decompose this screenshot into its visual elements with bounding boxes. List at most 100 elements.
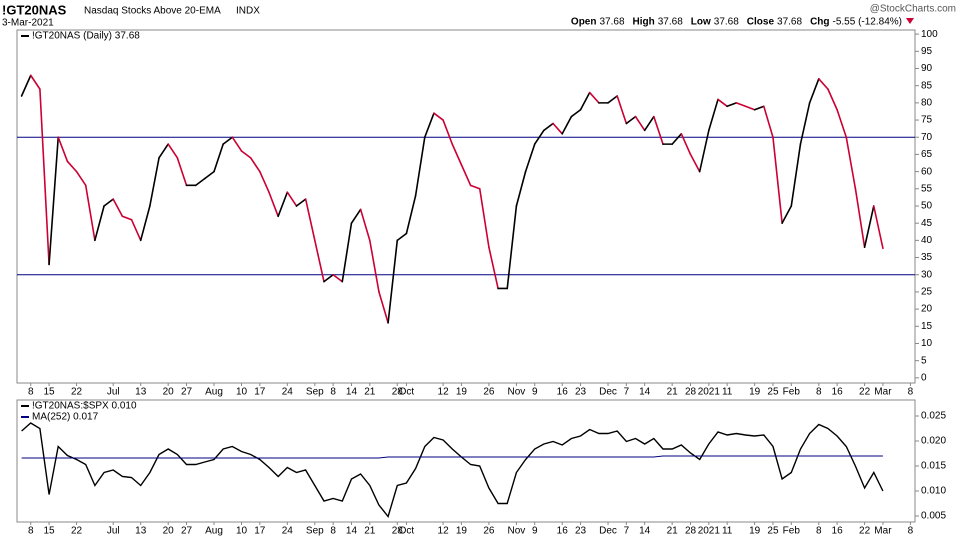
- x-tick-label: 11: [722, 526, 733, 537]
- line-segment: [240, 150, 252, 159]
- line-segment: [478, 187, 490, 249]
- x-tick-label: 22: [71, 526, 83, 537]
- panel-frame: [16, 399, 916, 523]
- x-tick-label: 19: [749, 387, 761, 398]
- line-segment: [103, 198, 115, 207]
- y-tick-label: 40: [921, 235, 933, 246]
- line-segment: [680, 133, 692, 156]
- x-tick-label: 11: [722, 387, 733, 398]
- line-segment: [579, 91, 591, 111]
- line-segment: [488, 246, 499, 290]
- line-segment: [845, 136, 857, 190]
- x-tick-label: 14: [639, 387, 651, 398]
- x-tick-label: 17: [254, 526, 266, 537]
- line-segment: [249, 157, 261, 173]
- line-segment: [350, 208, 362, 224]
- x-tick-label: 24: [282, 526, 294, 537]
- x-tick-label: 9: [532, 387, 538, 398]
- line-segment: [359, 208, 371, 242]
- line-segment: [268, 191, 279, 218]
- line-segment: [469, 184, 481, 190]
- x-tick-label: 7: [624, 387, 630, 398]
- line-segment: [423, 112, 435, 139]
- y-tick-label: 80: [921, 98, 933, 109]
- y-tick-label: 15: [921, 321, 933, 332]
- x-tick-label: Oct: [399, 526, 415, 537]
- x-tick-label: 16: [557, 387, 569, 398]
- quote-value: 37.68: [777, 17, 802, 28]
- line-segment: [790, 143, 802, 207]
- line-segment: [48, 136, 60, 266]
- x-tick-label: 23: [575, 526, 587, 537]
- y-tick-label: 55: [921, 183, 933, 194]
- y-tick-label: 85: [921, 80, 933, 91]
- line-segment: [836, 108, 848, 139]
- quote-label: Low: [691, 17, 711, 28]
- line-segment: [744, 105, 756, 111]
- line-segment: [506, 205, 518, 290]
- y-tick-label: 95: [921, 46, 933, 57]
- date: 3-Mar-2021: [2, 18, 54, 29]
- legend-label: !GT20NAS:$SPX 0.010: [32, 401, 137, 412]
- y-tick-label: 0.025: [921, 411, 946, 422]
- source: @StockCharts.com: [870, 4, 956, 15]
- x-tick-label: 8: [908, 526, 914, 537]
- line-segment: [259, 170, 270, 194]
- quote-label: Close: [747, 17, 775, 28]
- chg-arrow: [906, 18, 914, 24]
- line-segment: [588, 91, 600, 104]
- line-segment: [543, 122, 554, 132]
- quote-value: 37.68: [599, 17, 624, 28]
- line-segment: [57, 136, 69, 163]
- line-segment: [75, 170, 87, 187]
- line-segment: [295, 198, 307, 207]
- line-segment: [167, 143, 179, 159]
- x-tick-label: 13: [135, 387, 147, 398]
- x-tick-label: 21: [667, 526, 679, 537]
- line-segment: [286, 191, 298, 207]
- y-tick-label: 0.015: [921, 461, 946, 472]
- line-segment: [130, 218, 142, 242]
- x-tick-label: 9: [532, 526, 538, 537]
- line-segment: [20, 74, 32, 97]
- x-tick-label: 8: [28, 526, 34, 537]
- line-segment: [387, 239, 399, 324]
- line-segment: [194, 177, 206, 187]
- x-tick-label: 17: [254, 387, 266, 398]
- y-tick-label: 0.005: [921, 511, 946, 522]
- line-segment: [204, 170, 215, 180]
- series-line: [21, 422, 884, 518]
- x-tick-label: 24: [282, 387, 294, 398]
- line-segment: [451, 143, 463, 166]
- x-tick-label: 8: [28, 387, 34, 398]
- quote-label: Chg: [810, 17, 829, 28]
- x-tick-label: Mar: [874, 387, 892, 398]
- x-tick-label: 22: [859, 526, 871, 537]
- line-segment: [94, 205, 105, 242]
- y-tick-label: 0: [921, 372, 927, 383]
- legend-label: MA(252) 0.017: [32, 412, 99, 423]
- line-segment: [323, 273, 334, 283]
- x-tick-label: 16: [832, 526, 844, 537]
- x-tick-label: 28: [392, 387, 404, 398]
- line-segment: [368, 239, 380, 293]
- line-segment: [817, 78, 829, 90]
- x-tick-label: 14: [346, 526, 358, 537]
- line-segment: [341, 222, 353, 283]
- y-tick-label: 45: [921, 218, 933, 229]
- x-tick-label: 21: [364, 387, 376, 398]
- x-tick-label: Feb: [783, 526, 801, 537]
- x-tick-label: Nov: [507, 387, 525, 398]
- line-segment: [533, 129, 545, 145]
- x-tick-label: 14: [346, 387, 358, 398]
- line-segment: [39, 88, 50, 266]
- line-segment: [442, 119, 454, 145]
- x-tick-label: Jul: [107, 387, 120, 398]
- x-tick-label: 13: [135, 526, 147, 537]
- x-tick-label: 8: [330, 387, 336, 398]
- x-tick-label: Mar: [874, 526, 892, 537]
- line-segment: [607, 95, 618, 104]
- y-tick-label: 0.020: [921, 436, 946, 447]
- line-segment: [753, 105, 765, 111]
